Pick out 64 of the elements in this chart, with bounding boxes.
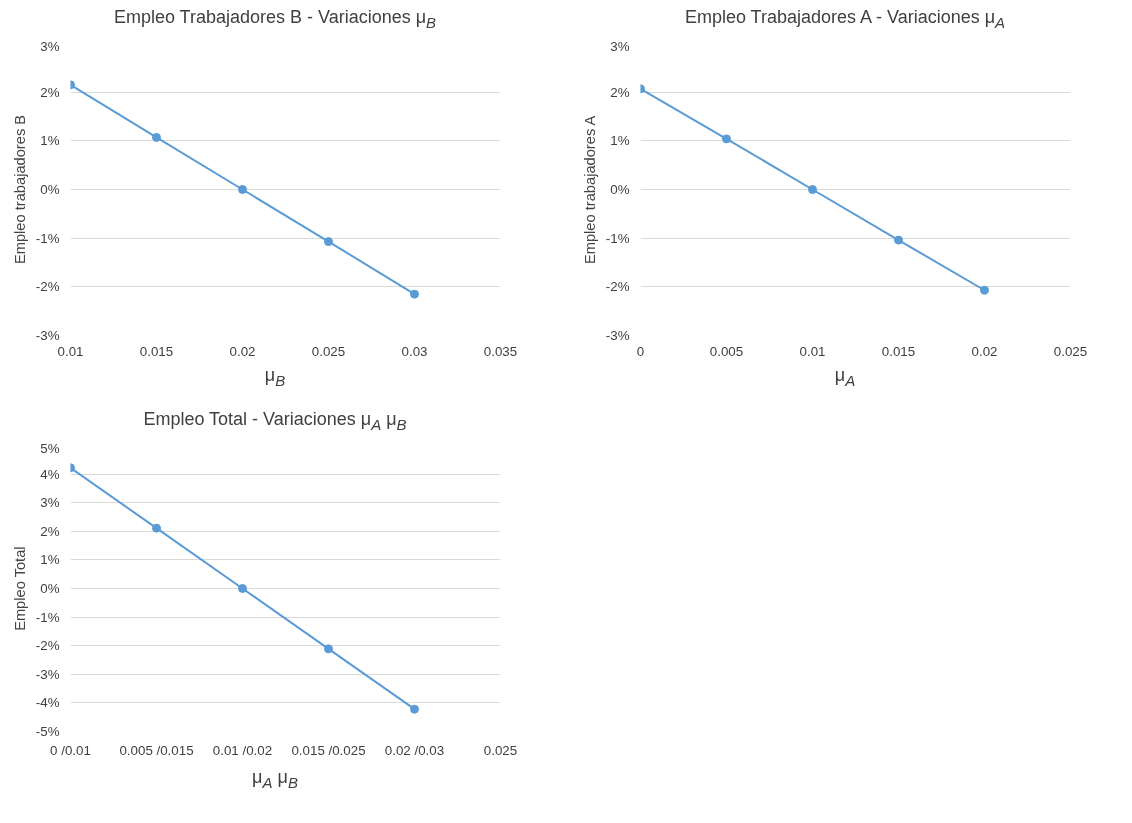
y-tick-label: -5% xyxy=(35,724,60,739)
y-tick-label: 0% xyxy=(40,182,60,197)
y-tick-label: 3% xyxy=(40,38,60,54)
x-tick-label: 0.01 /0.02 xyxy=(212,742,273,758)
y-tick-label: -3% xyxy=(605,328,630,343)
x-tick-label: 0.02 /0.03 xyxy=(384,742,445,758)
x-tick-label: 0.015 xyxy=(881,343,916,359)
x-tick-label: 0.015 /0.025 xyxy=(291,742,366,758)
y-tick-label: 1% xyxy=(40,552,60,568)
point xyxy=(152,132,161,142)
y-tick-label: -2% xyxy=(35,279,60,295)
y-axis-title: Empleo trabajadores B xyxy=(11,114,28,265)
y-tick-label: -3% xyxy=(35,666,60,682)
y-tick-label: 0% xyxy=(40,581,60,596)
y-tick-label: 1% xyxy=(610,133,630,149)
point xyxy=(238,584,247,593)
point xyxy=(980,285,989,295)
y-tick-label: 1% xyxy=(40,133,60,149)
point xyxy=(808,185,817,194)
y-tick-label: -1% xyxy=(35,609,60,625)
y-tick-label: 3% xyxy=(610,38,630,54)
x-axis-title: μ$_{A}$ μ$_{B}$ xyxy=(251,766,299,793)
y-tick-label: -3% xyxy=(35,328,60,343)
y-tick-label: 3% xyxy=(40,495,60,511)
point xyxy=(410,704,419,714)
y-tick-label: -1% xyxy=(605,230,630,246)
y-tick-label: 0% xyxy=(610,182,630,197)
x-tick-label: 0.01 xyxy=(57,343,84,359)
x-tick-label: 0.02 xyxy=(971,343,998,359)
point xyxy=(722,134,731,144)
y-tick-label: 2% xyxy=(40,523,60,539)
x-tick-label: 0.02 xyxy=(229,343,256,359)
x-tick-label: 0 /0.01 xyxy=(50,742,91,758)
x-tick-label: 0.015 xyxy=(139,343,174,359)
x-tick-label: 0.03 xyxy=(401,343,428,359)
y-axis-title: Empleo trabajadores A xyxy=(581,115,598,265)
y-tick-label: 2% xyxy=(40,84,60,100)
x-tick-label: 0.025 xyxy=(483,742,518,758)
chart-title: Empleo Trabajadores A - Variaciones μ$_{A}$ xyxy=(683,6,1007,33)
point xyxy=(152,523,161,533)
x-tick-label: 0.035 xyxy=(483,343,518,359)
point xyxy=(410,289,419,299)
point xyxy=(894,235,903,245)
y-tick-label: 2% xyxy=(610,84,630,100)
chart-title: Empleo Trabajadores B - Variaciones μ$_{B}$ xyxy=(112,6,438,33)
y-tick-label: 5% xyxy=(40,440,60,456)
x-tick-label: 0.01 xyxy=(799,343,826,359)
x-tick-label: 0.005 xyxy=(709,343,744,359)
point xyxy=(324,237,333,247)
chart-title: Empleo Total - Variaciones μ$_{A}$ μ$_{B}$ xyxy=(142,408,408,435)
x-axis-title: μ$_{B}$ xyxy=(263,364,287,391)
y-axis-title: Empleo Total xyxy=(11,546,28,631)
x-tick-label: 0.025 xyxy=(311,343,346,359)
x-axis-title: μ$_{A}$ xyxy=(833,364,857,391)
y-tick-label: -4% xyxy=(35,695,60,711)
point xyxy=(238,185,247,194)
x-tick-label: 0.005 /0.015 xyxy=(119,742,194,758)
y-tick-label: -2% xyxy=(605,279,630,295)
y-tick-label: -1% xyxy=(35,230,60,246)
point xyxy=(324,644,333,654)
x-tick-label: 0.025 xyxy=(1053,343,1088,359)
y-tick-label: 4% xyxy=(40,466,60,482)
x-tick-label: 0 xyxy=(636,343,645,359)
y-tick-label: -2% xyxy=(35,638,60,654)
